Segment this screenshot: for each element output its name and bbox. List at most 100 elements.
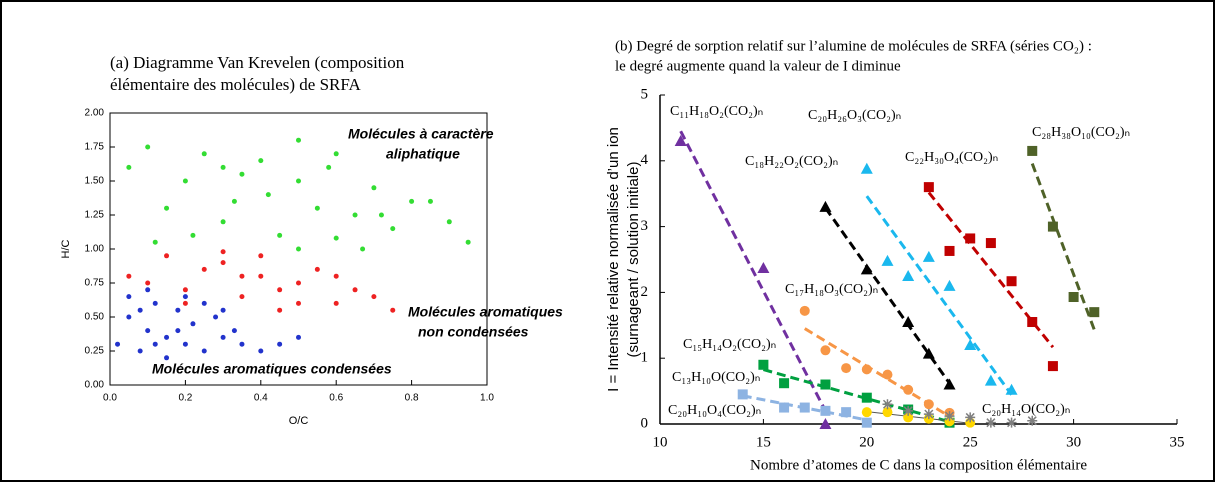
- point: [985, 238, 996, 249]
- point: [333, 235, 339, 241]
- point: [314, 266, 320, 272]
- point: [126, 164, 132, 170]
- point: [1027, 317, 1038, 328]
- trendline: [762, 368, 950, 424]
- annotation: Molécules à caractère: [348, 126, 494, 142]
- x-tick-label: 20: [859, 434, 874, 450]
- point: [220, 249, 226, 255]
- point: [213, 314, 219, 320]
- point: [922, 347, 935, 359]
- point: [943, 279, 956, 291]
- chart-title: élémentaire des molécules) de SRFA: [110, 75, 362, 94]
- point: [427, 198, 433, 204]
- point: [277, 287, 283, 293]
- point: [861, 392, 872, 403]
- y-axis-label: H/C: [60, 239, 72, 258]
- point: [145, 144, 151, 150]
- point: [220, 164, 226, 170]
- point: [799, 402, 810, 413]
- x-tick-label: 30: [1066, 434, 1081, 450]
- point: [779, 378, 790, 389]
- point: [239, 341, 245, 347]
- point: [239, 273, 245, 279]
- y-tick-label: 5: [641, 86, 649, 102]
- x-tick-label: 0.0: [103, 393, 117, 404]
- point: [371, 185, 377, 191]
- y-tick-label: 1.75: [85, 142, 105, 153]
- point: [923, 399, 934, 410]
- point: [231, 198, 237, 204]
- point: [326, 164, 332, 170]
- point: [258, 158, 264, 164]
- point: [923, 409, 934, 420]
- point: [137, 348, 143, 354]
- point: [903, 405, 914, 416]
- point: [922, 250, 935, 262]
- point: [333, 300, 339, 306]
- y-tick-label: 2: [641, 284, 649, 300]
- point: [296, 178, 301, 184]
- trendline: [679, 130, 827, 412]
- point: [820, 405, 831, 416]
- point: [352, 287, 358, 293]
- chart-title: (b) Degré de sorption relatif sur l’alum…: [615, 38, 1092, 54]
- point: [190, 232, 196, 238]
- point: [861, 407, 872, 418]
- point: [903, 384, 914, 395]
- point: [944, 245, 955, 256]
- point: [126, 314, 132, 320]
- annotation: non condensées: [418, 324, 529, 340]
- point: [820, 379, 831, 390]
- point: [944, 411, 955, 422]
- point: [182, 300, 188, 306]
- point: [220, 307, 226, 313]
- point: [902, 269, 915, 281]
- point: [175, 328, 181, 334]
- annotation: Molécules aromatiques condensées: [152, 361, 392, 377]
- y-tick-label: 4: [641, 152, 649, 168]
- y-tick-label: 1.50: [85, 176, 105, 187]
- point: [190, 321, 196, 327]
- point: [201, 266, 207, 272]
- point: [220, 334, 226, 340]
- y-tick-label: 3: [641, 218, 649, 234]
- point: [220, 260, 226, 266]
- series-label: C₂₈H₃₈O₁₀(CO₂)ₙ: [1032, 125, 1130, 140]
- x-axis-label: Nombre d’atomes de C dans la composition…: [750, 457, 1087, 473]
- trendline: [824, 207, 951, 385]
- point: [1006, 417, 1017, 428]
- point: [943, 378, 956, 390]
- point: [239, 294, 245, 300]
- point: [258, 273, 264, 279]
- point: [182, 341, 188, 347]
- point: [758, 359, 769, 370]
- point: [923, 182, 934, 193]
- point: [277, 341, 283, 347]
- point: [352, 212, 358, 218]
- point: [296, 246, 301, 252]
- point: [164, 334, 170, 340]
- point: [1006, 276, 1017, 287]
- y-tick-label: 1.25: [85, 210, 105, 221]
- point: [965, 233, 976, 244]
- x-tick-label: 0.8: [405, 393, 419, 404]
- point: [137, 307, 143, 313]
- point: [446, 219, 452, 225]
- point: [819, 418, 832, 429]
- point: [296, 137, 301, 143]
- point: [390, 307, 396, 313]
- point: [145, 328, 151, 334]
- y-tick-label: 2.00: [85, 108, 105, 119]
- y-tick-label: 0: [641, 415, 649, 431]
- point: [1027, 415, 1038, 426]
- point: [115, 341, 121, 347]
- point: [152, 341, 158, 347]
- point: [799, 305, 810, 316]
- point: [152, 300, 158, 306]
- point: [182, 294, 188, 300]
- x-tick-label: 10: [653, 434, 668, 450]
- x-tick-label: 15: [756, 434, 771, 450]
- y-tick-label: 0.50: [85, 312, 105, 323]
